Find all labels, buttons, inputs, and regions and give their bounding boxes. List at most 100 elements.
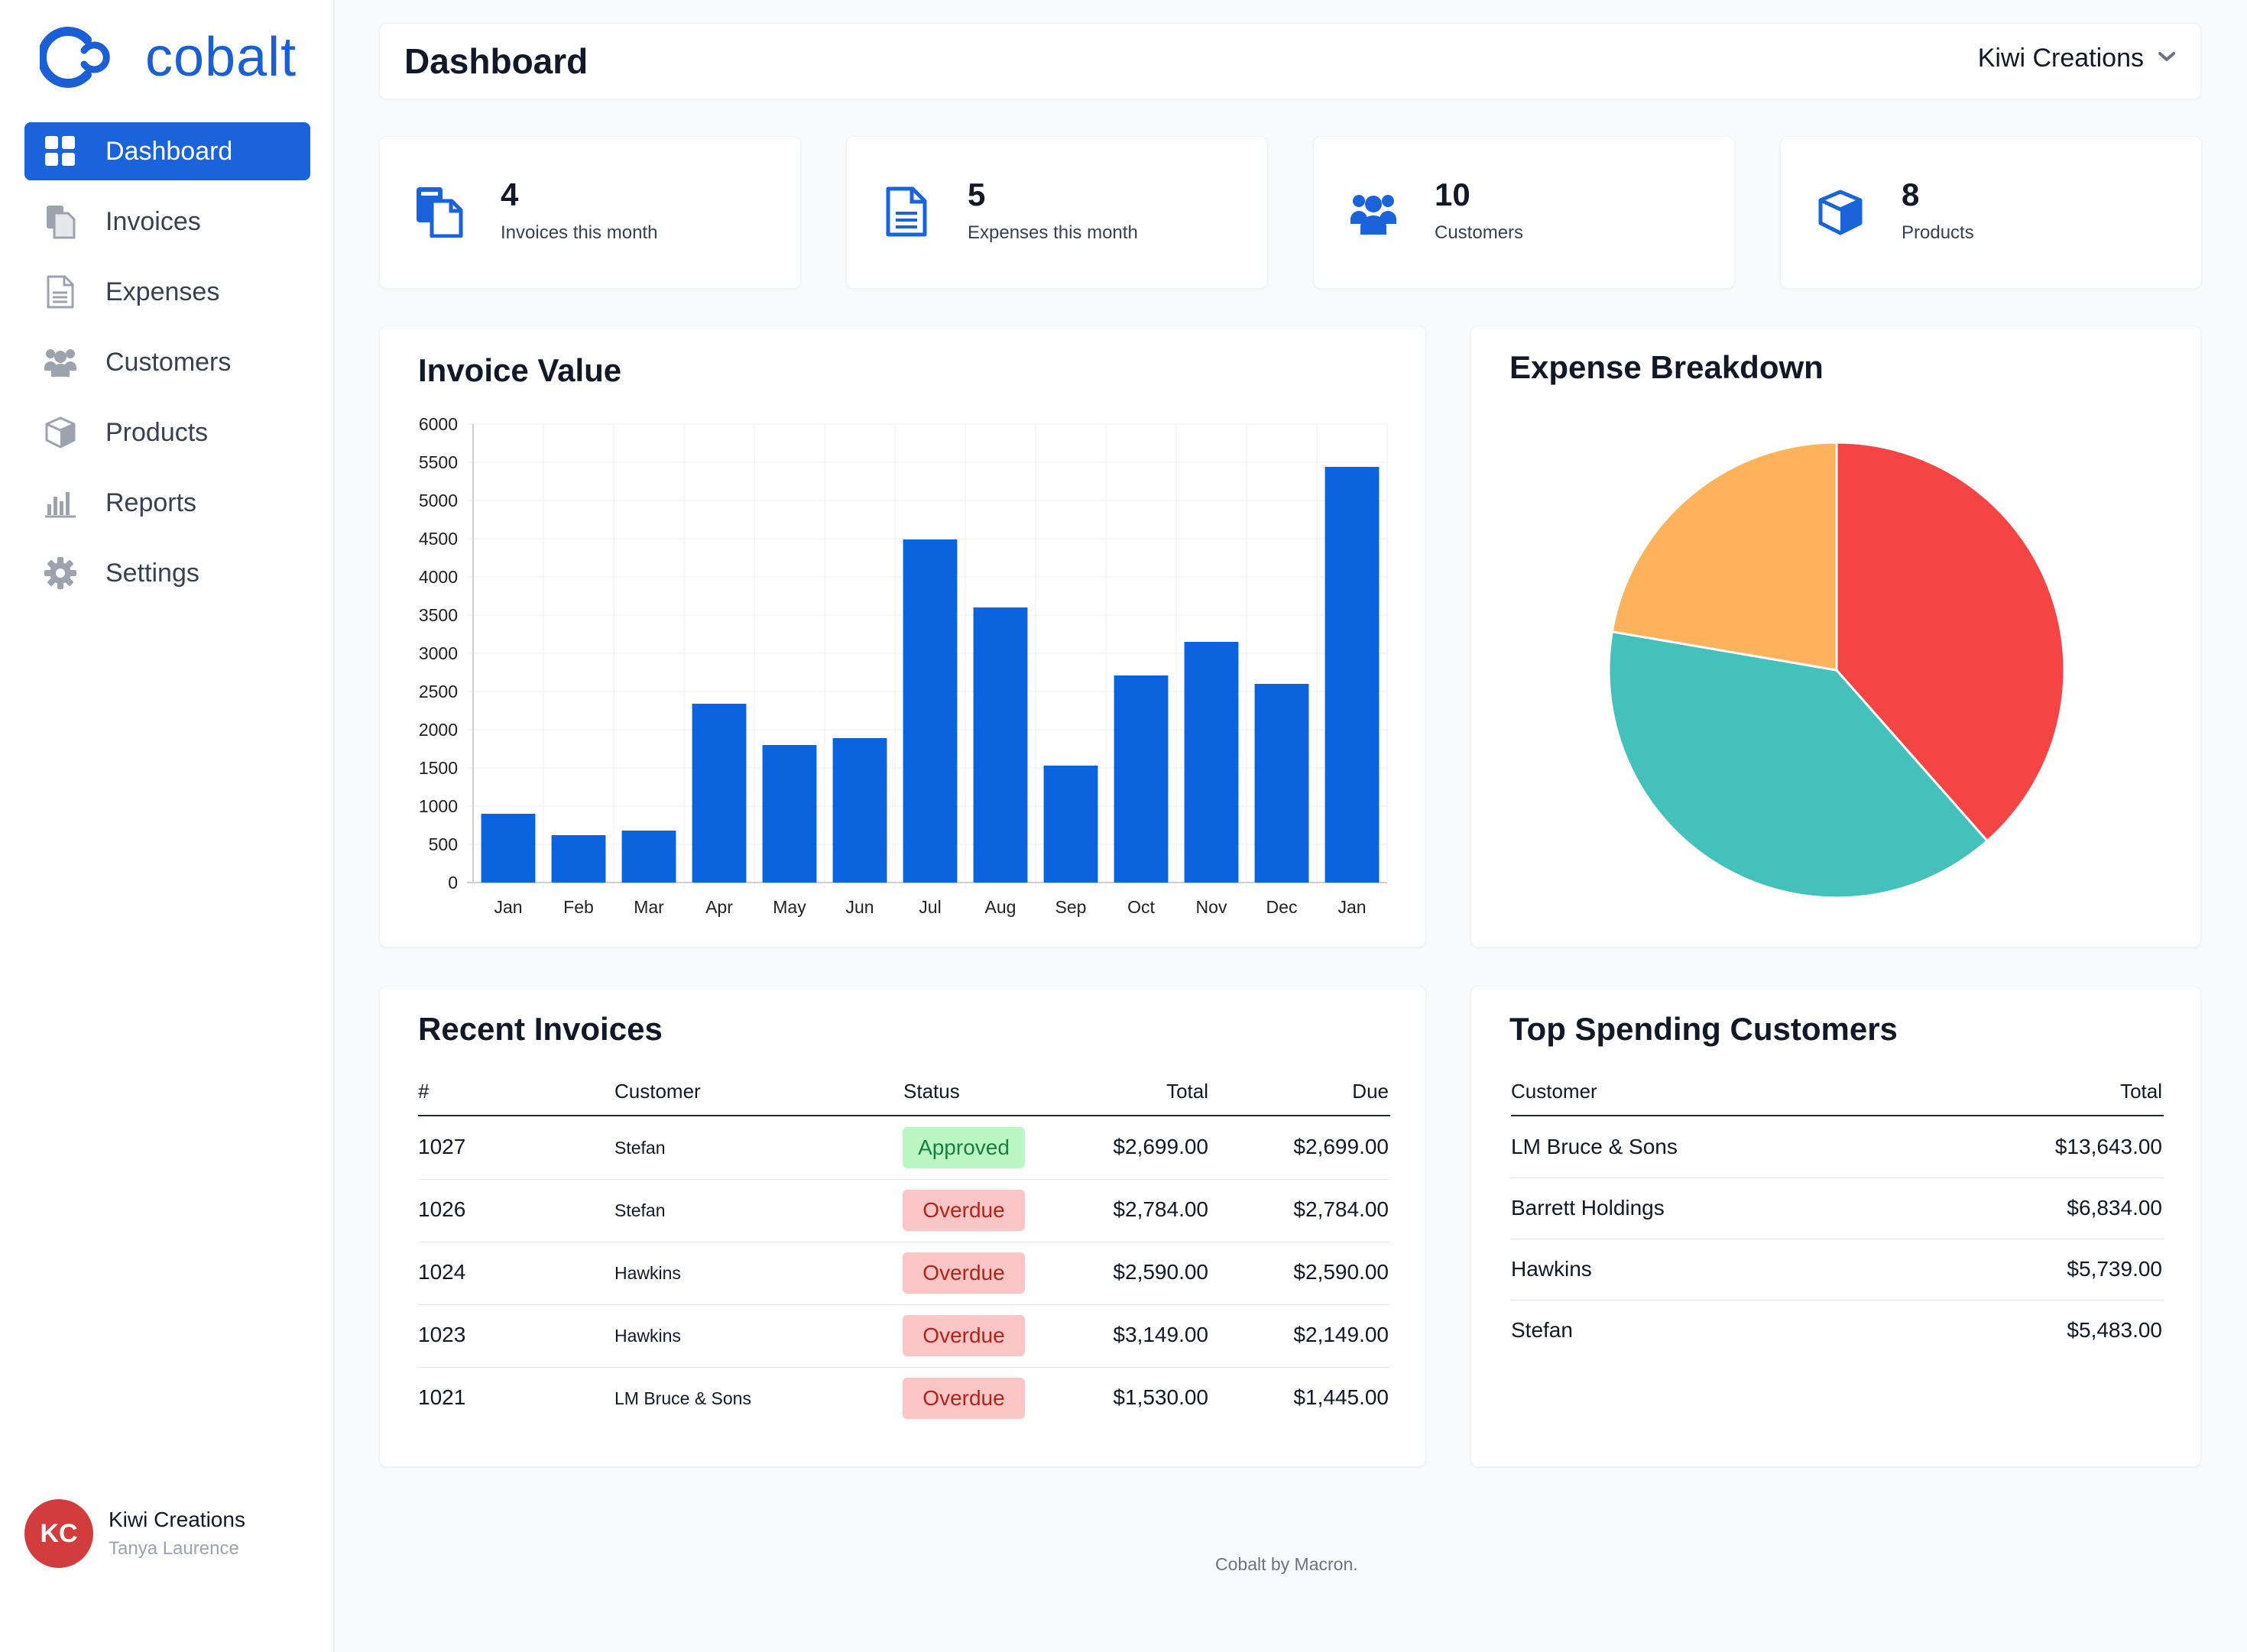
sidebar-item-label: Settings — [105, 558, 199, 588]
column-header-customer: Customer — [1511, 1080, 1597, 1103]
y-tick-label: 3000 — [419, 643, 458, 663]
status-badge: Overdue — [903, 1315, 1025, 1356]
x-tick-label: Jan — [494, 897, 522, 917]
x-tick-label: Jun — [845, 897, 874, 917]
row-divider — [1511, 1300, 2164, 1301]
expense-breakdown-title: Expense Breakdown — [1509, 349, 1824, 385]
invoices-icon — [43, 204, 78, 239]
column-header-status: Status — [903, 1080, 960, 1103]
footer-credit: Cobalt by Macron. — [1215, 1554, 1358, 1574]
column-header-number: # — [418, 1080, 430, 1103]
invoice-number[interactable]: 1023 — [418, 1323, 466, 1346]
stat-value: 4 — [501, 177, 519, 212]
invoice-total: $3,149.00 — [1113, 1323, 1208, 1346]
invoice-total: $2,784.00 — [1113, 1197, 1208, 1221]
x-tick-label: Dec — [1266, 897, 1298, 917]
dashboard-grid-icon — [43, 134, 78, 169]
sidebar-item-dashboard[interactable]: Dashboard — [24, 122, 310, 180]
row-divider — [1511, 1177, 2164, 1178]
top-customer-name[interactable]: Stefan — [1511, 1318, 1573, 1342]
x-tick-label: Feb — [563, 897, 594, 917]
sidebar-item-label: Products — [105, 417, 209, 447]
recent-invoices-panel: Recent Invoices # Customer Status Total … — [379, 986, 1426, 1467]
invoice-due: $2,784.00 — [1293, 1197, 1389, 1221]
x-tick-label: Mar — [634, 897, 664, 917]
chevron-down-icon — [2158, 50, 2176, 66]
settings-icon — [43, 556, 78, 591]
y-tick-label: 500 — [429, 834, 458, 854]
invoice-value-title: Invoice Value — [418, 352, 622, 388]
stat-value: 8 — [1902, 177, 1920, 212]
invoice-due: $2,699.00 — [1293, 1135, 1389, 1158]
expense-breakdown-pie-chart — [1607, 441, 2066, 899]
sidebar-item-label: Dashboard — [105, 136, 233, 166]
bar-sep-8 — [1043, 766, 1098, 883]
column-header-customer: Customer — [614, 1080, 701, 1103]
y-tick-label: 5500 — [419, 452, 458, 472]
invoice-number[interactable]: 1026 — [418, 1197, 466, 1221]
column-header-due: Due — [1352, 1080, 1389, 1103]
sidebar-item-reports[interactable]: Reports — [24, 474, 310, 532]
column-header-total: Total — [1166, 1080, 1208, 1103]
y-tick-label: 0 — [448, 873, 458, 892]
invoice-customer: Hawkins — [614, 1263, 681, 1283]
sidebar-item-invoices[interactable]: Invoices — [24, 193, 310, 251]
y-tick-label: 4000 — [419, 567, 458, 587]
bar-mar-2 — [621, 831, 676, 883]
avatar: KC — [24, 1499, 93, 1568]
account-user-name: Tanya Laurence — [109, 1538, 239, 1559]
y-tick-label: 1000 — [419, 796, 458, 816]
stat-card-invoices[interactable]: 4 Invoices this month — [379, 136, 801, 289]
customers-icon — [1349, 186, 1398, 238]
stat-card-customers[interactable]: 10 Customers — [1313, 136, 1735, 289]
y-tick-label: 3500 — [419, 605, 458, 625]
x-tick-label: Jan — [1338, 897, 1366, 917]
sidebar-item-label: Reports — [105, 488, 197, 517]
sidebar-item-expenses[interactable]: Expenses — [24, 263, 310, 321]
products-icon — [1816, 186, 1865, 238]
expenses-icon — [882, 186, 931, 238]
invoice-total: $1,530.00 — [1113, 1385, 1208, 1409]
stat-card-expenses[interactable]: 5 Expenses this month — [846, 136, 1268, 289]
invoice-customer: Hawkins — [614, 1326, 681, 1346]
invoices-icon — [415, 186, 464, 238]
stat-value: 5 — [968, 177, 986, 212]
bar-feb-1 — [551, 835, 606, 883]
invoice-number[interactable]: 1021 — [418, 1385, 466, 1409]
invoice-value-panel: Invoice Value 0 500 1000 1500 2000 2500 3000 35… — [379, 326, 1426, 947]
invoice-value-bar-chart: 0 500 1000 1500 2000 2500 3000 3500 4000 4500 5000… — [419, 414, 1388, 917]
invoice-due: $2,590.00 — [1293, 1260, 1389, 1284]
invoice-number[interactable]: 1027 — [418, 1135, 466, 1158]
organization-select[interactable]: Kiwi Creations — [1978, 44, 2176, 73]
page-header: Dashboard Kiwi Creations — [379, 23, 2201, 99]
y-tick-label: 2000 — [419, 720, 458, 740]
sidebar-item-customers[interactable]: Customers — [24, 333, 310, 391]
sidebar-item-products[interactable]: Products — [24, 403, 310, 462]
table-header-divider — [418, 1115, 1390, 1116]
invoice-total: $2,590.00 — [1113, 1260, 1208, 1284]
top-customer-total: $6,834.00 — [2067, 1196, 2162, 1220]
invoice-number[interactable]: 1024 — [418, 1260, 466, 1284]
top-customers-panel: Top Spending Customers Customer Total LM… — [1470, 986, 2201, 1467]
y-tick-label: 2500 — [419, 682, 458, 701]
stat-card-products[interactable]: 8 Products — [1780, 136, 2202, 289]
top-customer-name[interactable]: Hawkins — [1511, 1257, 1592, 1281]
brand-name: cobalt — [145, 27, 297, 88]
invoice-customer: LM Bruce & Sons — [614, 1388, 751, 1408]
organization-select-label: Kiwi Creations — [1977, 44, 2144, 73]
top-customer-name[interactable]: Barrett Holdings — [1511, 1196, 1665, 1220]
y-tick-label: 5000 — [419, 491, 458, 510]
sidebar-item-settings[interactable]: Settings — [24, 544, 310, 602]
cobalt-logo-icon — [40, 27, 110, 88]
brand-logo[interactable]: cobalt — [40, 23, 297, 92]
row-divider — [418, 1304, 1390, 1305]
bar-dec-11 — [1254, 684, 1309, 883]
bar-aug-7 — [973, 607, 1028, 883]
x-tick-label: Sep — [1055, 897, 1087, 917]
invoice-customer: Stefan — [614, 1138, 666, 1158]
recent-invoices-title: Recent Invoices — [418, 1011, 663, 1047]
status-badge: Overdue — [903, 1190, 1025, 1231]
account-switcher[interactable]: KC Kiwi Creations Tanya Laurence — [24, 1499, 245, 1568]
x-tick-label: Nov — [1196, 897, 1227, 917]
top-customer-name[interactable]: LM Bruce & Sons — [1511, 1135, 1678, 1158]
